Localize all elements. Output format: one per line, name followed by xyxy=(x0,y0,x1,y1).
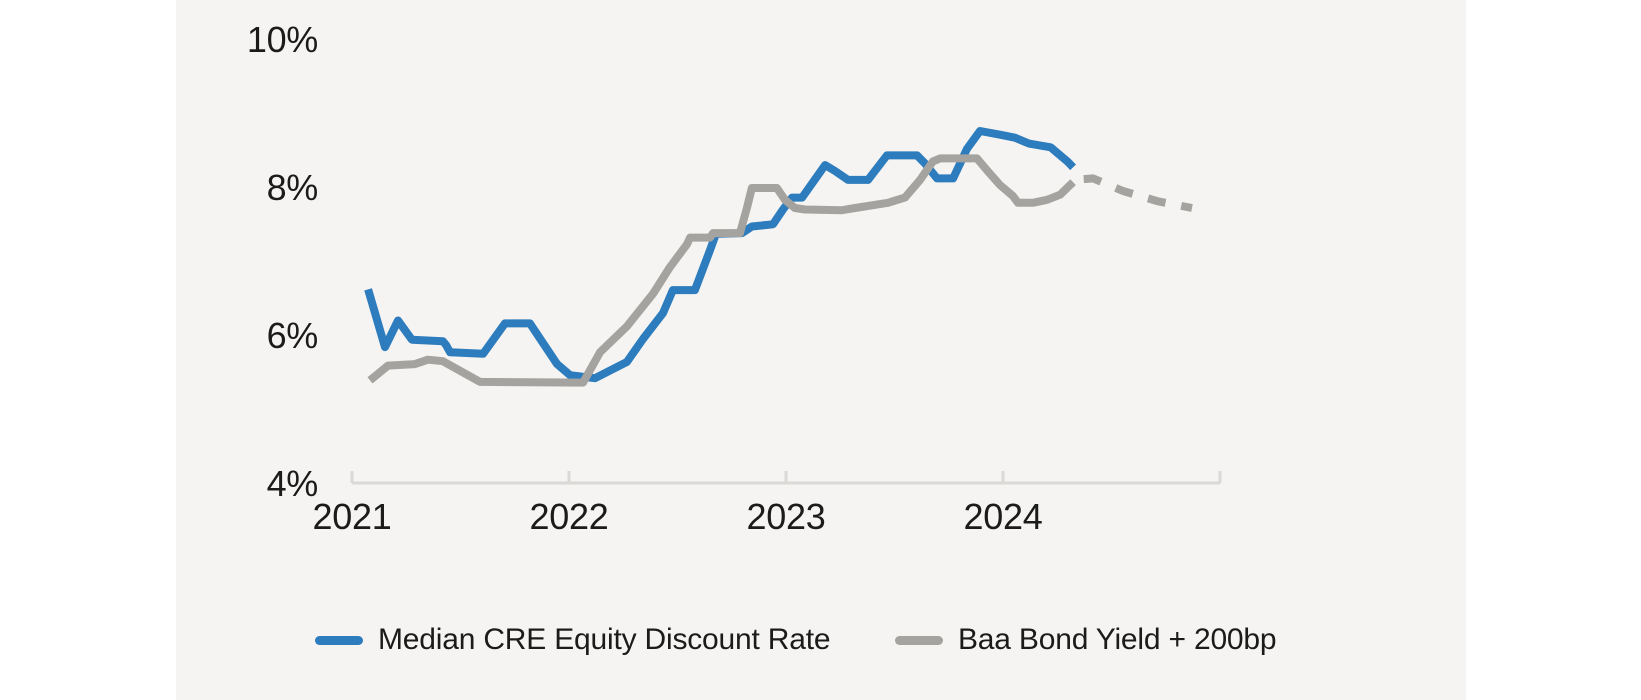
y-axis-tick-label-4: 4% xyxy=(266,463,319,504)
y-axis-tick-label-10: 10% xyxy=(246,19,318,60)
x-axis-tick-label-2023: 2023 xyxy=(746,496,826,537)
series-line-0 xyxy=(364,127,1076,383)
x-axis-tick-label-2021: 2021 xyxy=(312,496,392,537)
legend-item-median-cre-discount-rate: Median CRE Equity Discount Rate xyxy=(315,620,831,660)
x-axis-line xyxy=(350,471,1222,485)
y-axis-tick-label-8: 8% xyxy=(266,167,319,208)
series-line-1 xyxy=(367,154,1076,387)
legend-swatch-gray-line xyxy=(895,635,943,645)
chart-panel xyxy=(176,0,1466,700)
legend-swatch-blue-line xyxy=(315,635,363,645)
legend-label-median-cre-discount-rate: Median CRE Equity Discount Rate xyxy=(378,623,831,656)
x-axis-tick-label-2024: 2024 xyxy=(963,496,1043,537)
y-axis-tick-label-6: 6% xyxy=(266,315,319,356)
legend-label-baa-bond-yield: Baa Bond Yield + 200bp xyxy=(958,623,1277,656)
x-axis-tick-label-2022: 2022 xyxy=(529,496,609,537)
legend-item-baa-bond-yield: Baa Bond Yield + 200bp xyxy=(895,620,1277,660)
series-line-2 xyxy=(1083,174,1193,212)
